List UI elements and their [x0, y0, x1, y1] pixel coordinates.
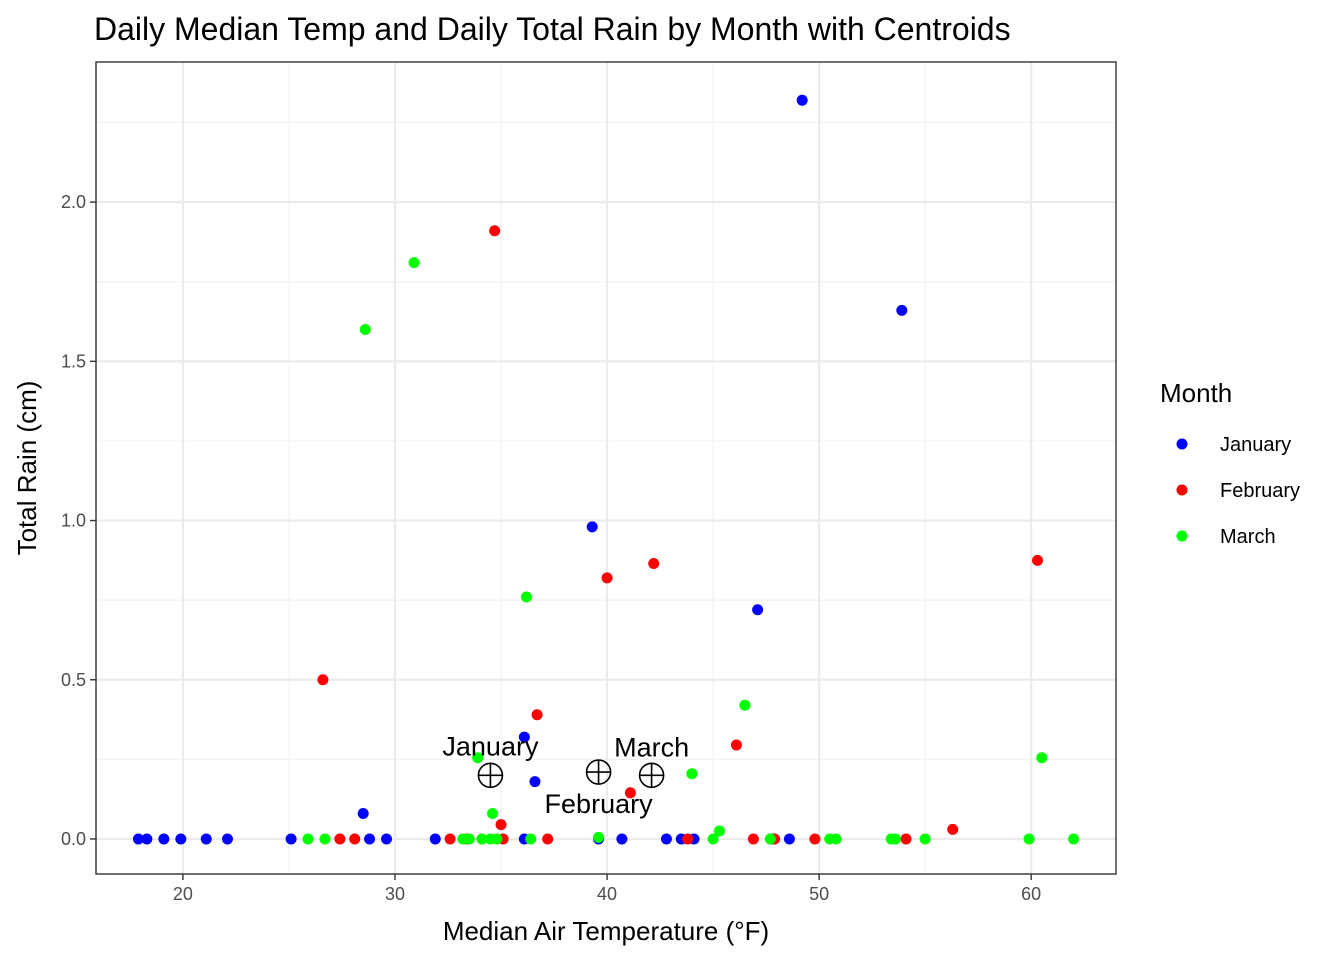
data-point-march [487, 807, 499, 819]
legend: Month January February March [1160, 378, 1300, 548]
data-points [132, 94, 1080, 845]
data-point-january [752, 604, 764, 616]
data-point-january [783, 833, 795, 845]
data-point-march [686, 768, 698, 780]
data-point-february [531, 709, 543, 721]
centroid-label-january: January [442, 731, 539, 761]
data-point-february [495, 819, 507, 831]
y-axis-title: Total Rain (cm) [12, 381, 42, 556]
data-point-february [648, 558, 660, 570]
data-point-february [489, 225, 501, 237]
centroid-label-march: March [614, 732, 689, 762]
data-point-march [472, 752, 484, 764]
legend-label-march: March [1220, 526, 1276, 548]
data-point-january [158, 833, 170, 845]
x-tick-label: 60 [1021, 884, 1041, 904]
data-point-january [141, 833, 153, 845]
data-point-february [1032, 554, 1044, 566]
plot-border [95, 61, 1117, 875]
data-point-march [830, 833, 842, 845]
data-point-january [660, 833, 672, 845]
data-point-february [947, 823, 959, 835]
data-point-march [593, 831, 605, 843]
x-tick-label: 20 [173, 884, 193, 904]
y-tick-label: 1.5 [61, 351, 86, 371]
data-point-january [221, 833, 233, 845]
data-point-january [285, 833, 297, 845]
legend-key-march [1176, 530, 1188, 542]
x-axis: 20 30 40 50 60 [173, 874, 1041, 904]
data-point-march [359, 323, 371, 335]
data-point-march [491, 833, 503, 845]
data-point-february [624, 787, 636, 799]
data-point-march [919, 833, 931, 845]
data-point-january [586, 521, 598, 533]
data-point-january [364, 833, 376, 845]
y-tick-label: 2.0 [61, 192, 86, 212]
centroid-label-february: February [545, 789, 654, 819]
data-point-march [739, 699, 751, 711]
data-point-march [1023, 833, 1035, 845]
data-point-march [319, 833, 331, 845]
data-point-january [175, 833, 187, 845]
data-point-march [1036, 752, 1048, 764]
data-point-january [896, 304, 908, 316]
legend-key-january [1176, 438, 1188, 450]
x-tick-label: 50 [809, 884, 829, 904]
data-point-march [889, 833, 901, 845]
data-point-january [357, 807, 369, 819]
data-point-january [529, 776, 541, 788]
data-point-february [682, 833, 694, 845]
major-gridlines [96, 62, 1116, 874]
data-point-february [900, 833, 912, 845]
data-point-january [518, 731, 530, 743]
data-point-february [601, 572, 613, 584]
y-tick-label: 0.0 [61, 829, 86, 849]
y-tick-label: 0.5 [61, 670, 86, 690]
y-axis: 0.0 0.5 1.0 1.5 2.0 [61, 192, 96, 849]
data-point-march [463, 833, 475, 845]
data-point-january [796, 94, 808, 106]
y-tick-label: 1.0 [61, 511, 86, 531]
data-point-february [317, 674, 329, 686]
data-point-february [334, 833, 346, 845]
data-point-march [302, 833, 314, 845]
data-point-january [429, 833, 441, 845]
data-point-february [730, 739, 742, 751]
data-point-march [476, 833, 488, 845]
legend-label-february: February [1220, 480, 1300, 502]
data-point-march [520, 591, 532, 603]
legend-label-january: January [1220, 434, 1291, 456]
legend-key-february [1176, 484, 1188, 496]
data-point-february [809, 833, 821, 845]
data-point-march [707, 833, 719, 845]
data-point-february [349, 833, 361, 845]
data-point-march [713, 825, 725, 837]
data-point-january [132, 833, 144, 845]
data-point-february [747, 833, 759, 845]
chart-title: Daily Median Temp and Daily Total Rain b… [94, 11, 1011, 47]
data-point-march [1068, 833, 1080, 845]
data-point-march [764, 833, 776, 845]
data-point-february [444, 833, 456, 845]
data-point-february [542, 833, 554, 845]
x-tick-label: 30 [385, 884, 405, 904]
data-point-january [200, 833, 212, 845]
x-tick-label: 40 [597, 884, 617, 904]
data-point-march [525, 833, 537, 845]
data-point-march [408, 257, 420, 269]
data-point-january [616, 833, 628, 845]
data-point-january [381, 833, 393, 845]
x-axis-title: Median Air Temperature (°F) [443, 916, 769, 946]
legend-title: Month [1160, 378, 1232, 408]
